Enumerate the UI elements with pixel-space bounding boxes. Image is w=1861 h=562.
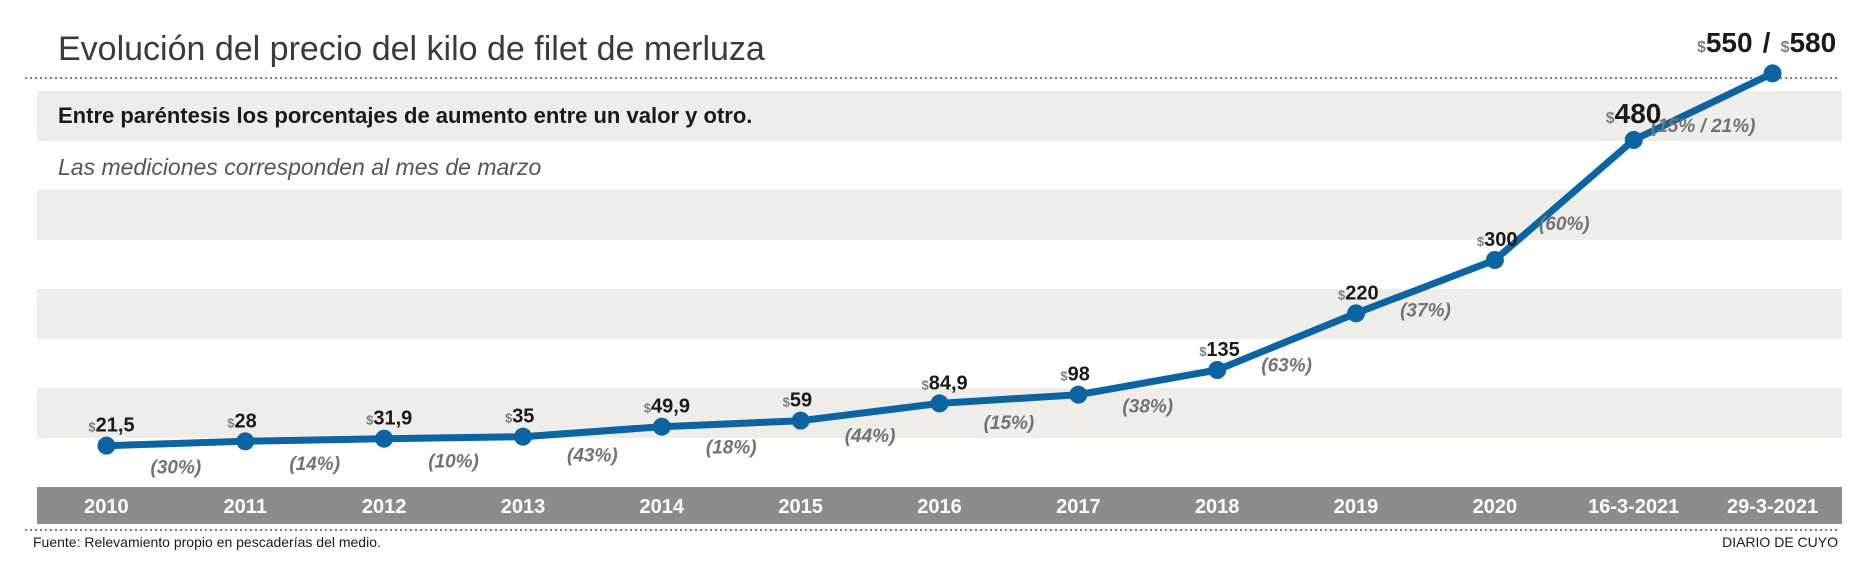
data-point bbox=[1069, 385, 1088, 404]
data-point bbox=[1763, 64, 1782, 83]
value-label: $35 bbox=[505, 406, 534, 428]
value-number: 35 bbox=[512, 406, 534, 428]
value-number: 550 bbox=[1706, 27, 1753, 58]
percent-change-label: (38%) bbox=[1122, 396, 1173, 417]
value-number: 480 bbox=[1615, 98, 1662, 129]
value-number: 300 bbox=[1484, 229, 1517, 251]
currency-symbol: $ bbox=[366, 413, 374, 428]
value-number: 21,5 bbox=[96, 415, 135, 437]
currency-symbol: $ bbox=[644, 401, 652, 416]
data-point bbox=[375, 429, 394, 448]
data-point bbox=[513, 427, 532, 446]
chart-subtitle: Entre paréntesis los porcentajes de aume… bbox=[58, 103, 752, 128]
percent-change-label: (63%) bbox=[1261, 356, 1312, 377]
currency-symbol: $ bbox=[1199, 344, 1207, 359]
percent-change-label: (44%) bbox=[845, 426, 896, 447]
value-label: $28 bbox=[227, 410, 256, 432]
data-points bbox=[97, 64, 1782, 455]
percent-change-label: (10%) bbox=[428, 452, 479, 473]
x-tick-label: 2017 bbox=[1056, 496, 1101, 518]
value-number: 135 bbox=[1206, 339, 1239, 361]
x-tick-label: 2015 bbox=[778, 496, 823, 518]
data-point bbox=[1485, 251, 1504, 269]
currency-symbol: $ bbox=[1606, 110, 1615, 127]
value-label: $220 bbox=[1338, 282, 1379, 304]
x-tick-label: 2014 bbox=[640, 496, 685, 518]
percent-change-label: (37%) bbox=[1400, 301, 1451, 322]
x-axis-bar bbox=[37, 487, 1842, 524]
value-label: $580 bbox=[1781, 27, 1837, 58]
x-axis-ticks: 2010 2011 2012 2013 2014 2015 2016 2017 2018 2019… bbox=[84, 496, 1818, 518]
percent-change-label: (14%) bbox=[289, 454, 340, 475]
x-tick-label: 2019 bbox=[1334, 496, 1379, 518]
x-tick-label: 2016 bbox=[917, 496, 962, 518]
percent-change-label: (18%) bbox=[706, 438, 757, 459]
x-tick-label: 2012 bbox=[362, 496, 407, 518]
data-point bbox=[652, 417, 671, 436]
data-point bbox=[1624, 131, 1643, 149]
currency-symbol: $ bbox=[1697, 39, 1706, 56]
value-label: $21,5 bbox=[88, 415, 134, 437]
x-tick-label: 16-3-2021 bbox=[1588, 496, 1679, 518]
value-number: 98 bbox=[1068, 364, 1090, 386]
data-point bbox=[236, 432, 255, 451]
value-label: $59 bbox=[783, 390, 812, 412]
value-label: $300 bbox=[1477, 229, 1518, 251]
x-tick-label: 29-3-2021 bbox=[1727, 496, 1818, 518]
band-2 bbox=[37, 289, 1842, 339]
currency-symbol: $ bbox=[505, 411, 513, 426]
currency-symbol: $ bbox=[1060, 369, 1068, 384]
value-label: $135 bbox=[1199, 339, 1240, 361]
x-tick-label: 2010 bbox=[84, 496, 129, 518]
value-label: $550 bbox=[1697, 27, 1753, 58]
chart-title: Evolución del precio del kilo de filet d… bbox=[58, 30, 765, 68]
percent-change-label: (60%) bbox=[1539, 214, 1590, 235]
currency-symbol: $ bbox=[88, 420, 96, 435]
currency-symbol: $ bbox=[227, 415, 235, 430]
data-point bbox=[1208, 361, 1227, 379]
data-point bbox=[97, 436, 116, 455]
x-tick-label: 2020 bbox=[1473, 496, 1518, 518]
x-tick-label: 2011 bbox=[224, 496, 267, 518]
percent-change-labels: (30%) (14%) (10%) (43%) (18%) (44%) (15%) (38%)… bbox=[151, 116, 1756, 479]
band-0 bbox=[37, 91, 1842, 141]
chart-note: Las mediciones corresponden al mes de ma… bbox=[58, 154, 541, 180]
band-1 bbox=[37, 190, 1842, 240]
data-point bbox=[930, 394, 949, 413]
currency-symbol: $ bbox=[1781, 39, 1790, 56]
data-point bbox=[791, 411, 810, 430]
value-number: 220 bbox=[1345, 282, 1378, 304]
value-labels: $21,5 $28 $31,9 $35 $49,9 $59$84,9 $98$135$220… bbox=[88, 27, 1836, 437]
percent-change-label: (30%) bbox=[151, 458, 202, 479]
value-label: $49,9 bbox=[644, 396, 690, 418]
value-number: 28 bbox=[235, 410, 257, 432]
source-note: Fuente: Relevamiento propio en pescaderí… bbox=[33, 534, 381, 550]
value-number: 580 bbox=[1789, 27, 1836, 58]
value-number: 49,9 bbox=[651, 396, 690, 418]
data-point bbox=[1347, 304, 1366, 323]
value-label: $480 bbox=[1606, 98, 1662, 129]
currency-symbol: $ bbox=[1477, 234, 1485, 249]
brand-name: DIARIO DE CUYO bbox=[1722, 534, 1838, 550]
x-tick-label: 2013 bbox=[501, 496, 546, 518]
value-label: $84,9 bbox=[922, 372, 968, 394]
value-label: $98 bbox=[1060, 364, 1089, 386]
percent-change-label: (15% / 21%) bbox=[1651, 116, 1756, 137]
value-label: $31,9 bbox=[366, 408, 412, 430]
currency-symbol: $ bbox=[1338, 287, 1346, 302]
value-number: 31,9 bbox=[373, 408, 412, 430]
percent-change-label: (15%) bbox=[984, 413, 1035, 434]
x-tick-label: 2018 bbox=[1195, 496, 1240, 518]
percent-change-label: (43%) bbox=[567, 446, 618, 467]
value-number: 84,9 bbox=[929, 372, 968, 394]
currency-symbol: $ bbox=[783, 395, 791, 410]
currency-symbol: $ bbox=[922, 377, 930, 392]
value-number: 59 bbox=[790, 390, 812, 412]
value-separator: / bbox=[1763, 27, 1771, 58]
